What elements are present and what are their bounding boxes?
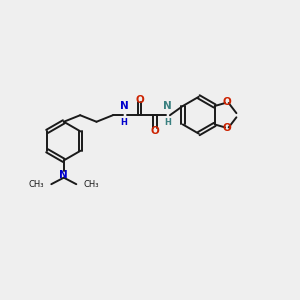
Text: O: O xyxy=(222,123,231,133)
Text: O: O xyxy=(135,95,144,105)
Text: H: H xyxy=(164,118,171,127)
Text: O: O xyxy=(151,126,159,136)
Text: N: N xyxy=(163,101,172,111)
Text: CH₃: CH₃ xyxy=(28,180,44,189)
Text: O: O xyxy=(222,98,231,107)
Text: H: H xyxy=(121,118,128,127)
Text: N: N xyxy=(120,101,128,111)
Text: N: N xyxy=(59,170,68,180)
Text: CH₃: CH₃ xyxy=(84,180,99,189)
